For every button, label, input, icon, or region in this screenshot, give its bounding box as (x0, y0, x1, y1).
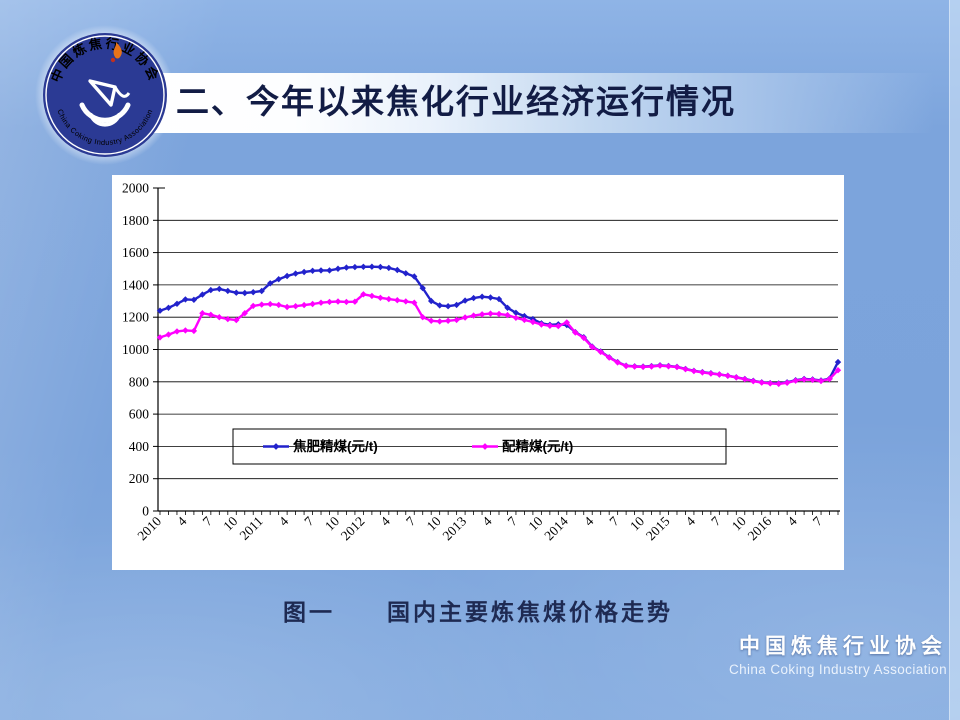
svg-text:7: 7 (301, 513, 317, 529)
svg-text:7: 7 (810, 513, 826, 529)
svg-text:4: 4 (683, 513, 699, 529)
series-0-markers (156, 263, 842, 387)
logo-flame-icon (113, 42, 122, 59)
svg-text:7: 7 (708, 513, 724, 529)
svg-text:4: 4 (784, 513, 800, 529)
logo-emblem (79, 79, 131, 127)
svg-text:2000: 2000 (122, 181, 149, 196)
svg-text:4: 4 (174, 513, 190, 529)
cca-logo-icon: 中国炼焦行业协会 China Coking Industry Associati… (33, 23, 177, 167)
title-band (84, 73, 960, 133)
series-1 (156, 291, 842, 388)
footer-org-name-cn: 中国炼焦行业协会 (739, 635, 947, 658)
svg-text:2014: 2014 (541, 513, 571, 543)
y-tick-labels: 0 200 400 600 800 1000 1200 1400 1600 1800 2000 (122, 181, 149, 519)
gridlines (158, 219, 838, 480)
svg-text:4: 4 (479, 513, 495, 529)
svg-text:7: 7 (200, 513, 216, 529)
svg-text:400: 400 (129, 439, 150, 454)
price-chart-panel: 0 200 400 600 800 1000 1200 1400 1600 1800 2000 201… (112, 175, 844, 570)
svg-text:800: 800 (129, 374, 150, 389)
legend-box (232, 428, 727, 465)
legend-label-0: 焦肥精煤(元/t) (292, 438, 378, 454)
svg-text:7: 7 (403, 513, 419, 529)
svg-text:1200: 1200 (122, 310, 149, 325)
price-trend-chart: 0 200 400 600 800 1000 1200 1400 1600 1800 2000 201… (122, 181, 842, 543)
svg-text:1400: 1400 (122, 277, 149, 292)
svg-text:7: 7 (505, 513, 521, 529)
svg-text:600: 600 (129, 407, 150, 422)
footer-org-name-en: China Coking Industry Association (728, 662, 947, 677)
series-1-markers (156, 291, 842, 388)
svg-text:4: 4 (581, 513, 597, 529)
svg-text:0: 0 (142, 504, 149, 519)
footer: 中国炼焦行业协会 China Coking Industry Associati… (729, 630, 947, 677)
slide-title: 二、今年以来焦化行业经济运行情况 (176, 85, 736, 121)
svg-text:1800: 1800 (122, 213, 149, 228)
svg-text:7: 7 (606, 513, 622, 529)
svg-text:4: 4 (378, 513, 394, 529)
legend-label-1: 配精煤(元/t) (502, 438, 573, 454)
svg-text:2010: 2010 (134, 513, 164, 543)
svg-text:1000: 1000 (122, 342, 149, 357)
axes (153, 187, 840, 515)
svg-text:2013: 2013 (440, 513, 470, 543)
svg-text:2011: 2011 (236, 514, 265, 543)
svg-text:4: 4 (276, 513, 292, 529)
svg-text:1600: 1600 (122, 245, 149, 260)
series-0-line (159, 265, 840, 385)
svg-text:2016: 2016 (745, 513, 775, 543)
svg-text:2012: 2012 (338, 514, 368, 544)
logo-disc (43, 33, 167, 157)
legend: 焦肥精煤(元/t) 配精煤(元/t) (232, 428, 727, 465)
right-edge-strip (949, 0, 960, 720)
series-0 (156, 263, 842, 387)
svg-text:2015: 2015 (643, 513, 673, 543)
figure-caption: 图一 国内主要炼焦煤价格走势 (283, 600, 673, 625)
svg-text:200: 200 (129, 471, 150, 486)
